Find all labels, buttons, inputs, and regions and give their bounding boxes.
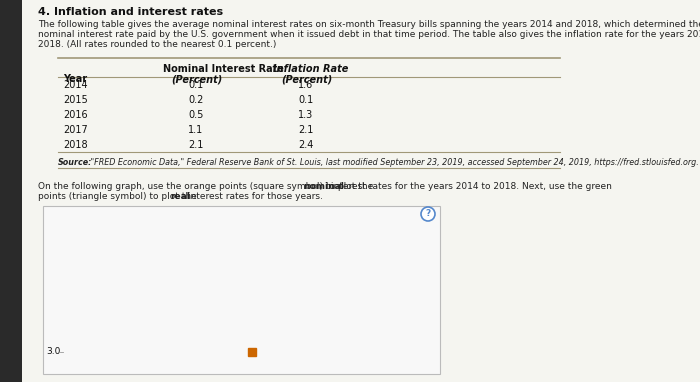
Text: 2018: 2018	[63, 140, 88, 150]
Text: 2015: 2015	[63, 95, 88, 105]
FancyBboxPatch shape	[58, 107, 560, 122]
Text: real: real	[171, 192, 190, 201]
Text: 2016: 2016	[63, 110, 88, 120]
Text: 2017: 2017	[63, 125, 88, 135]
Text: 0.5: 0.5	[188, 110, 204, 120]
Text: (Percent): (Percent)	[281, 74, 332, 84]
Text: On the following graph, use the orange points (square symbol) to plot the: On the following graph, use the orange p…	[38, 182, 376, 191]
Text: Nominal Interest Rate: Nominal Interest Rate	[163, 64, 284, 74]
FancyBboxPatch shape	[58, 77, 560, 92]
FancyBboxPatch shape	[58, 92, 560, 107]
Text: "FRED Economic Data," Federal Reserve Bank of St. Louis, last modified September: "FRED Economic Data," Federal Reserve Ba…	[88, 158, 699, 167]
Text: 1.3: 1.3	[298, 110, 314, 120]
FancyBboxPatch shape	[0, 0, 22, 382]
Text: 2014: 2014	[63, 80, 88, 90]
FancyBboxPatch shape	[43, 206, 440, 374]
Text: 0.1: 0.1	[298, 95, 314, 105]
Text: 1.6: 1.6	[298, 80, 314, 90]
FancyBboxPatch shape	[22, 0, 700, 382]
Text: interest rates for the years 2014 to 2018. Next, use the green: interest rates for the years 2014 to 201…	[328, 182, 612, 191]
Text: 2.1: 2.1	[298, 125, 314, 135]
Text: 2018. (All rates rounded to the nearest 0.1 percent.): 2018. (All rates rounded to the nearest …	[38, 40, 276, 49]
Text: 2.4: 2.4	[298, 140, 314, 150]
Text: 0.1: 0.1	[188, 80, 203, 90]
Text: interest rates for those years.: interest rates for those years.	[185, 192, 323, 201]
Text: nominal interest rate paid by the U.S. government when it issued debt in that ti: nominal interest rate paid by the U.S. g…	[38, 30, 700, 39]
FancyBboxPatch shape	[58, 137, 560, 152]
Text: points (triangle symbol) to plot the: points (triangle symbol) to plot the	[38, 192, 200, 201]
FancyBboxPatch shape	[58, 122, 560, 137]
Text: 1.1: 1.1	[188, 125, 203, 135]
Text: Source:: Source:	[58, 158, 92, 167]
Text: 4. Inflation and interest rates: 4. Inflation and interest rates	[38, 7, 223, 17]
Text: (Percent): (Percent)	[171, 74, 223, 84]
Text: The following table gives the average nominal interest rates on six-month Treasu: The following table gives the average no…	[38, 20, 700, 29]
Text: 2.1: 2.1	[188, 140, 204, 150]
Text: Inflation Rate: Inflation Rate	[273, 64, 349, 74]
Circle shape	[421, 207, 435, 221]
Text: Year: Year	[63, 74, 87, 84]
Text: nominal: nominal	[303, 182, 344, 191]
Text: 0.2: 0.2	[188, 95, 204, 105]
Text: ?: ?	[426, 209, 430, 218]
Text: 3.0: 3.0	[46, 348, 60, 356]
